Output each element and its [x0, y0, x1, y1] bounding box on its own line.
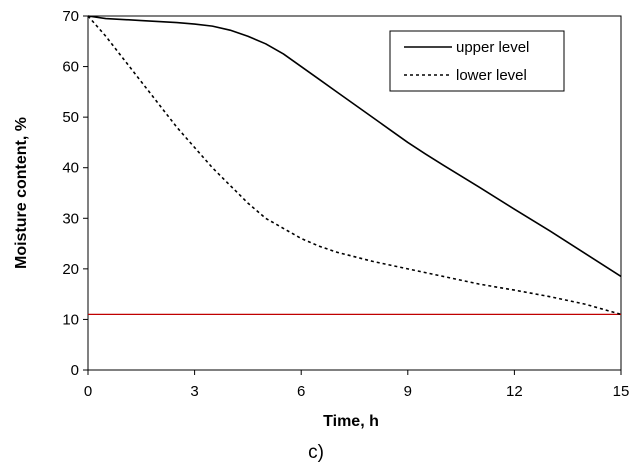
series-line-lower-level — [87, 15, 622, 316]
ticks: 0 10 20 30 40 50 60 70 0 3 6 9 12 15 — [62, 8, 629, 400]
series-line-upper-level — [87, 15, 622, 278]
y-tick-label: 10 — [62, 311, 79, 328]
x-tick-label: 9 — [404, 383, 412, 400]
chart-caption: c) — [308, 442, 324, 463]
legend: upper level lower level — [389, 30, 565, 92]
x-tick-label: 15 — [613, 383, 630, 400]
x-tick-label: 12 — [506, 383, 523, 400]
x-tick-label: 6 — [297, 383, 305, 400]
y-tick-label: 30 — [62, 210, 79, 227]
legend-label-upper: upper level — [456, 39, 529, 56]
y-tick-label: 0 — [71, 362, 79, 379]
y-tick-label: 40 — [62, 160, 79, 177]
x-tick-label: 0 — [84, 383, 92, 400]
x-axis-label: Time, h — [323, 413, 379, 430]
plot-area-frame — [87, 15, 622, 371]
y-tick-label: 50 — [62, 109, 79, 126]
axes — [87, 15, 622, 371]
legend-box — [389, 30, 565, 92]
x-tick-label: 3 — [190, 383, 198, 400]
y-tick-label: 20 — [62, 261, 79, 278]
y-tick-label: 70 — [62, 8, 79, 25]
series-group — [87, 15, 622, 316]
y-axis-label: Moisture content, % — [13, 117, 30, 269]
legend-label-lower: lower level — [456, 67, 527, 84]
y-tick-label: 60 — [62, 59, 79, 76]
